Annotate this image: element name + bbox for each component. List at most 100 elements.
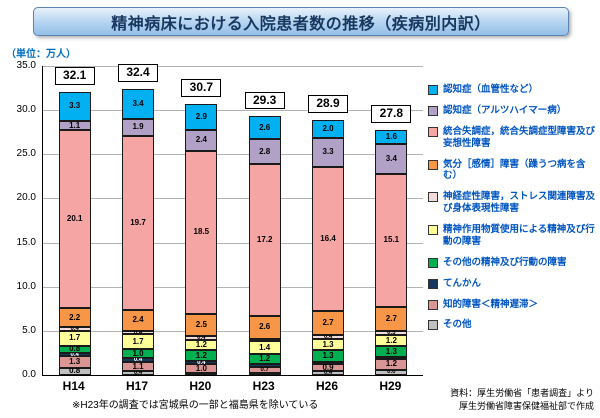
bar-segment-label: 3.3 (322, 147, 334, 157)
bar-segment: 2.6 (248, 315, 281, 339)
legend-swatch (428, 257, 438, 268)
bar-segment: 2.0 (312, 119, 344, 138)
legend-swatch (428, 278, 438, 289)
bar-segment: 1.0 (122, 349, 154, 359)
bar-segment-label: 0.6 (387, 369, 396, 376)
bar-segment: 3.3 (58, 91, 91, 121)
bar-segment-label: 1.2 (259, 354, 271, 364)
legend-item: 神経症性障害，ストレス関連障害及び身体表現性障害 (428, 191, 596, 215)
bar-segment: 0.4 (58, 352, 91, 358)
bar-segment: 0.4 (185, 359, 218, 366)
legend-label: 知的障害＜精神遅滞＞ (443, 298, 539, 310)
bar-segment: 3.3 (312, 137, 344, 167)
bar-segment-label: 1.3 (69, 357, 81, 367)
bar-segment: 16.4 (312, 166, 344, 312)
bar-segment-label: 1.3 (322, 351, 334, 361)
bar-segment-label: 0.4 (133, 357, 143, 363)
bar-segment-label: 1.6 (385, 131, 397, 141)
legend-swatch (428, 85, 438, 95)
source-credit: 資料：厚生労働省「患者調査」より 厚生労働省障害保健福祉部で作成 (450, 387, 594, 412)
bar-segment: 2.7 (375, 307, 408, 331)
bar-segment-label: 0.4 (133, 370, 143, 377)
bar-segment-label: 0.9 (322, 362, 334, 372)
bar-segment-label: 2.7 (322, 318, 334, 328)
bar-segment-label: 2.9 (195, 111, 207, 121)
bar-segment-label: 2.8 (259, 146, 271, 156)
total-label: 29.3 (244, 91, 285, 110)
bar-segment: 20.1 (58, 130, 91, 308)
bar-segment-label: 1.3 (385, 346, 397, 356)
legend-swatch (428, 320, 438, 331)
bar-segment: 0.6 (375, 369, 408, 376)
bar-segment-label: 17.2 (256, 234, 273, 244)
legend-item: 知的障害＜精神遅滞＞ (428, 299, 596, 311)
bar-segment: 1.2 (185, 339, 218, 351)
bar-segment-label: 3.4 (132, 98, 144, 108)
legend-swatch (428, 159, 438, 170)
bar-segment-label: 2.5 (195, 320, 207, 330)
bar-segment: 1.3 (312, 350, 344, 362)
legend-label: 精神作用物質使用による精神及び行動の障害 (443, 224, 595, 247)
legend-item: 認知症（アルツハイマー病） (428, 105, 596, 117)
source-line-1: 資料：厚生労働省「患者調査」より (450, 388, 594, 398)
legend: 認知症（血管性など） 認知症（アルツハイマー病） 統合失調症，統合失調症型障害及び妄… (428, 84, 596, 331)
bar-segment-label: 0.4 (323, 334, 333, 341)
y-axis-tick-label: 35.0 (16, 60, 36, 71)
bar-segment-label: 2.2 (69, 312, 81, 322)
bar-segment-label: 2.6 (259, 322, 271, 332)
page-title: 精神病床における入院患者数の推移（疾病別内訳） (33, 7, 569, 36)
legend-item: その他の精神及び行動の障害 (428, 257, 596, 269)
bar-segment: 17.2 (248, 164, 281, 316)
y-axis-tick-label: 25.0 (16, 148, 36, 160)
bar-segment: 2.8 (248, 139, 281, 164)
bar-segment: 1.7 (58, 330, 91, 346)
gridline (43, 66, 423, 67)
x-axis-label: H23 (252, 379, 275, 393)
bar-segment: 2.5 (185, 314, 218, 337)
bar-segment (375, 357, 408, 360)
bar-segment: 1.2 (375, 359, 408, 370)
y-axis-tick-label: 10.0 (16, 280, 36, 292)
bar-segment (248, 364, 281, 368)
legend-item: 認知症（血管性など） (428, 84, 596, 96)
bar-segment (248, 338, 281, 342)
legend-label: その他の精神及び行動の障害 (443, 256, 567, 268)
legend-item: その他 (428, 319, 596, 331)
bar-segment-label: 0.8 (69, 366, 81, 376)
bar-segment: 1.3 (58, 356, 91, 368)
bar-segment: 2.7 (312, 311, 344, 336)
bar-segment: 0.8 (58, 366, 91, 376)
bar-segment: 1.2 (375, 335, 408, 346)
bar-segment: 0.7 (248, 367, 281, 374)
footnote: ※H23年の調査では宮城県の一部と福島県を除いている (72, 400, 319, 411)
y-axis-tick-label: 5.0 (22, 324, 36, 336)
bar-segment: 1.9 (122, 118, 154, 136)
x-axis-label: H17 (125, 379, 148, 393)
bar-segment: 0.8 (58, 345, 91, 353)
bar-segment-label: 20.1 (66, 214, 83, 224)
x-axis-label: H20 (189, 379, 212, 393)
bar-segment: 2.4 (122, 309, 154, 331)
bar-segment-label: 3.3 (69, 101, 81, 111)
bar-segment-label: 0.4 (70, 326, 79, 333)
bar-segment (185, 373, 218, 375)
bar-segment: 1.3 (312, 338, 344, 351)
gridline (43, 198, 423, 200)
bar-segment: 0.4 (122, 330, 154, 336)
bar-segment: 0.4 (58, 326, 91, 333)
bar-segment: 0.4 (122, 370, 154, 377)
bar-segment-label: 1.2 (385, 359, 397, 369)
y-axis-tick-label: 30.0 (16, 104, 36, 116)
legend-label: 統合失調症，統合失調症型障害及び妄想性障害 (443, 125, 596, 149)
total-label: 28.9 (308, 95, 348, 113)
bar-segment-label: 0.4 (197, 359, 206, 366)
bar-segment-label: 15.1 (383, 235, 400, 245)
total-label: 27.8 (371, 104, 412, 123)
bar-segment-label: 1.2 (385, 335, 397, 345)
legend-item: 精神作用物質使用による精神及び行動の障害 (428, 224, 596, 248)
bar-segment: 1.0 (185, 364, 218, 374)
legend-label: その他 (443, 319, 472, 331)
unit-label: （単位：万人） (6, 49, 76, 60)
bar-segment: 15.1 (375, 173, 408, 308)
